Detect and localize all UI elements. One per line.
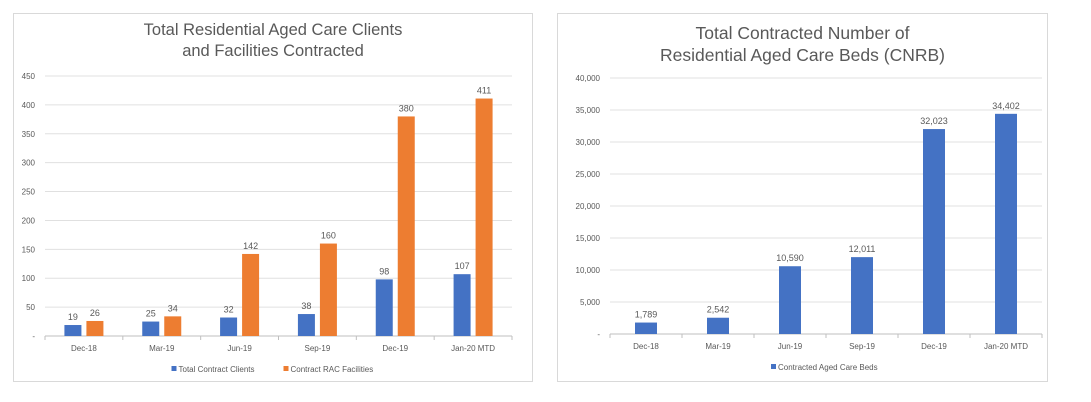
chart-title: Total Contracted Number of Residential A… bbox=[558, 22, 1047, 66]
bar bbox=[453, 274, 471, 336]
y-tick-label: 25,000 bbox=[576, 170, 601, 179]
data-label: 34 bbox=[168, 303, 178, 313]
y-tick-label: 350 bbox=[22, 130, 36, 139]
bar bbox=[164, 316, 182, 336]
x-tick-label: Dec-18 bbox=[71, 344, 97, 353]
y-tick-label: 300 bbox=[22, 159, 36, 168]
data-label: 2,542 bbox=[707, 305, 730, 315]
data-label: 26 bbox=[90, 308, 100, 318]
chart-title-line: Total Residential Aged Care Clients bbox=[143, 21, 403, 39]
data-label: 160 bbox=[321, 231, 336, 241]
x-tick-label: Dec-19 bbox=[921, 342, 947, 351]
data-label: 34,402 bbox=[992, 101, 1020, 111]
bar bbox=[64, 325, 82, 336]
bar bbox=[851, 257, 873, 334]
y-tick-label: 5,000 bbox=[580, 298, 601, 307]
data-label: 98 bbox=[379, 266, 389, 276]
x-tick-label: Mar-19 bbox=[705, 342, 731, 351]
bar bbox=[86, 320, 104, 336]
y-tick-label: 30,000 bbox=[576, 138, 601, 147]
bar bbox=[995, 113, 1017, 334]
chart-title: Total Residential Aged Care Clients and … bbox=[14, 20, 532, 62]
chart-title-line: and Facilities Contracted bbox=[182, 42, 364, 60]
bar bbox=[397, 116, 415, 336]
y-tick-label: 20,000 bbox=[576, 202, 601, 211]
y-tick-label: 250 bbox=[22, 188, 36, 197]
bar bbox=[707, 317, 729, 334]
y-tick-label: 35,000 bbox=[576, 106, 601, 115]
clients-facilities-chart: Total Residential Aged Care Clients and … bbox=[13, 13, 533, 382]
x-tick-label: Dec-19 bbox=[382, 344, 408, 353]
chart-title-line: Residential Aged Care Beds (CNRB) bbox=[660, 45, 945, 65]
x-tick-label: Sep-19 bbox=[849, 342, 875, 351]
bar bbox=[142, 321, 160, 336]
legend-swatch bbox=[171, 366, 177, 371]
beds-chart: Total Contracted Number of Residential A… bbox=[557, 13, 1048, 382]
bar bbox=[475, 98, 493, 337]
chart-plot: - 5,000 10,000 15,000 20,000 25,000 30,000 35,0… bbox=[576, 74, 1043, 372]
y-tick-label: 200 bbox=[22, 216, 36, 225]
legend-label: Total Contract Clients bbox=[179, 365, 255, 374]
data-label: 32,023 bbox=[920, 116, 948, 126]
bar bbox=[242, 253, 260, 336]
x-tick-label: Sep-19 bbox=[305, 344, 331, 353]
bar bbox=[297, 314, 315, 336]
legend-swatch bbox=[283, 366, 289, 371]
y-tick-label: 100 bbox=[22, 274, 36, 283]
x-tick-label: Jun-19 bbox=[778, 342, 803, 351]
data-label: 142 bbox=[243, 241, 258, 251]
bar bbox=[220, 317, 238, 336]
data-label: 38 bbox=[301, 301, 311, 311]
legend-swatch bbox=[771, 364, 776, 369]
y-tick-label: 50 bbox=[26, 303, 35, 312]
data-label: 25 bbox=[146, 309, 156, 319]
data-label: 32 bbox=[224, 305, 234, 315]
chart-title-line: Total Contracted Number of bbox=[695, 23, 910, 43]
data-label: 107 bbox=[455, 261, 470, 271]
x-tick-label: Mar-19 bbox=[149, 344, 175, 353]
data-label: 1,789 bbox=[635, 310, 658, 320]
legend-label: Contract RAC Facilities bbox=[291, 365, 374, 374]
y-tick-label: - bbox=[597, 330, 600, 339]
bar bbox=[779, 266, 801, 334]
data-label: 411 bbox=[477, 86, 491, 96]
x-tick-label: Jan-20 MTD bbox=[984, 342, 1028, 351]
x-tick-label: Jan-20 MTD bbox=[451, 344, 495, 353]
bar bbox=[923, 129, 945, 334]
bar bbox=[319, 243, 337, 336]
y-tick-label: 450 bbox=[22, 72, 36, 81]
x-tick-label: Jun-19 bbox=[227, 344, 252, 353]
legend-label: Contracted Aged Care Beds bbox=[778, 363, 878, 372]
bar bbox=[635, 322, 657, 334]
y-tick-label: 10,000 bbox=[576, 266, 601, 275]
x-tick-label: Dec-18 bbox=[633, 342, 659, 351]
data-label: 12,011 bbox=[849, 244, 876, 254]
data-label: 19 bbox=[68, 312, 78, 322]
data-label: 10,590 bbox=[776, 253, 804, 263]
y-tick-label: 150 bbox=[22, 245, 36, 254]
data-label: 380 bbox=[399, 103, 414, 113]
chart-plot: - 50 100 150 200 250 300 350 400 450 Dec-18 19 26 Mar… bbox=[22, 72, 513, 374]
y-tick-label: 15,000 bbox=[576, 234, 601, 243]
bar bbox=[375, 279, 393, 336]
y-tick-label: 400 bbox=[22, 101, 36, 110]
y-tick-label: 40,000 bbox=[576, 74, 601, 83]
y-tick-label: - bbox=[32, 332, 35, 341]
